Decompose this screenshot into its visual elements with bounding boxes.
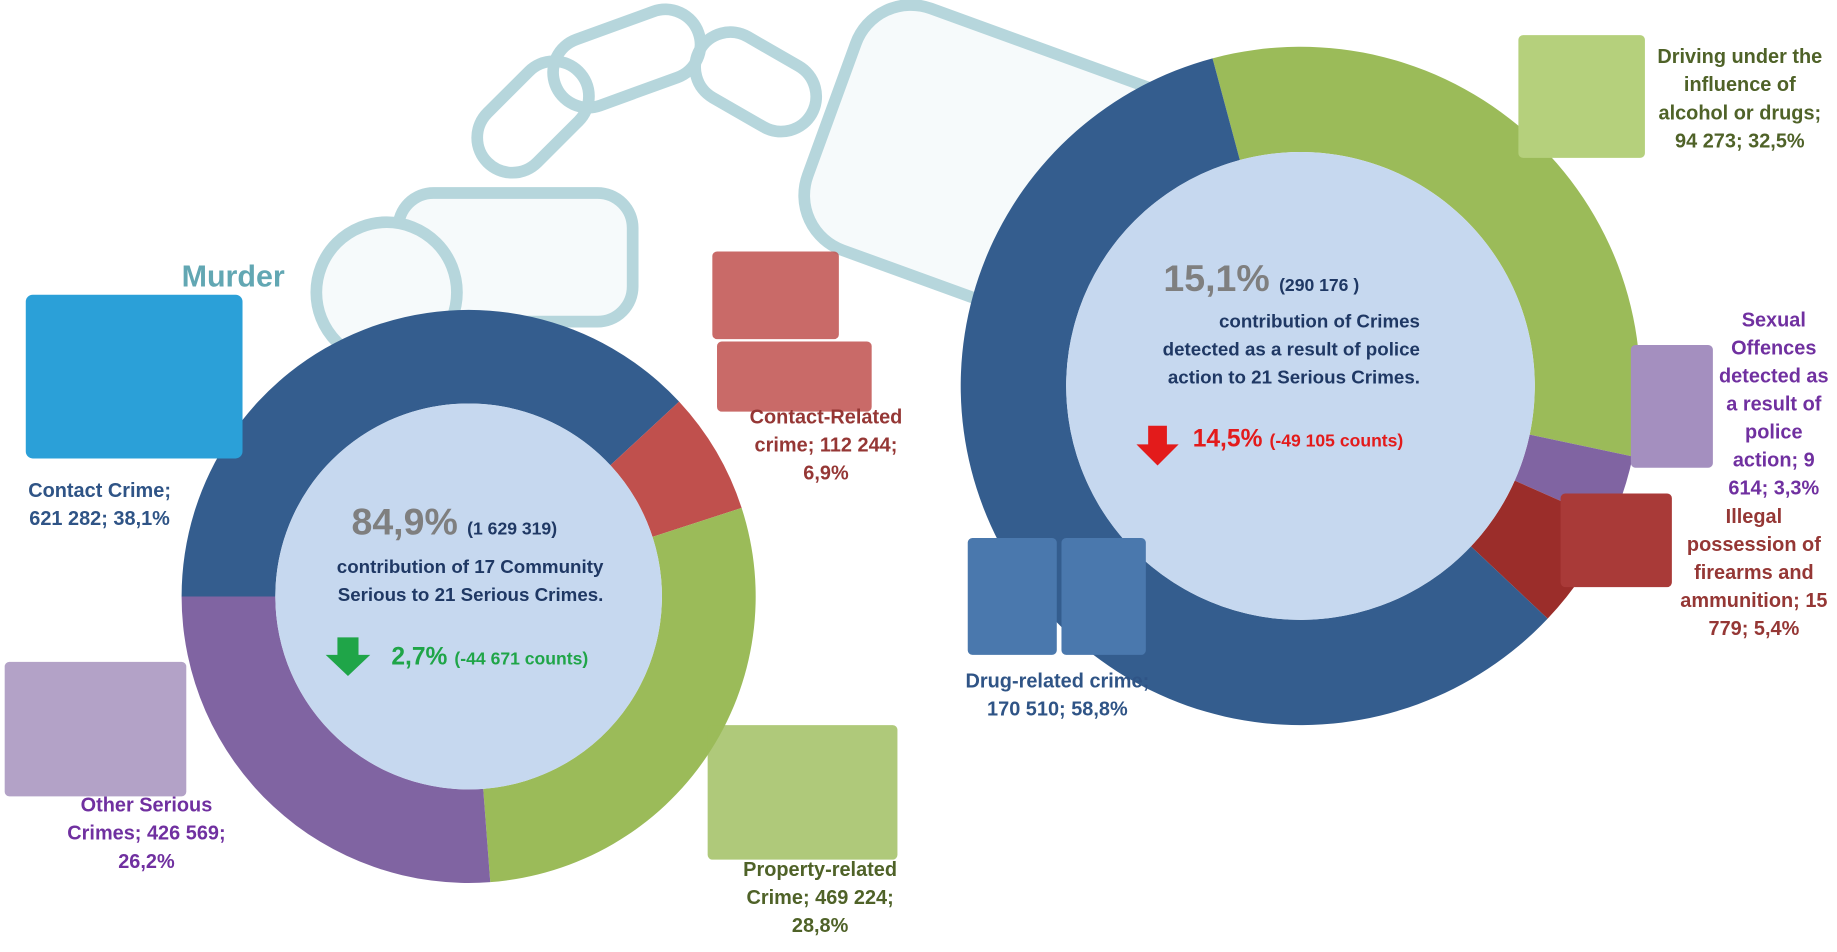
icon [1061,538,1145,655]
slice-label: Contact-Related crime; 112 244; 6,9% [738,403,914,487]
slice-label: Drug-related crime; 170 510; 58,8% [955,668,1160,724]
center-headline: 84,9% (1 629 319) [351,501,557,544]
change: 14,5% (-49 105 counts) [1193,426,1404,454]
icon [1631,345,1713,468]
change-value: 14,5% [1193,426,1263,453]
slice-label: Driving under the influence of alcohol o… [1652,43,1828,155]
icon [1518,35,1645,158]
center-count: (290 176 ) [1279,276,1359,296]
slice-label: Contact Crime; 621 282; 38,1% [12,477,188,533]
icon [708,725,898,859]
slice-label: Sexual Offences detected as a result of … [1713,306,1835,502]
change-count: (-44 671 counts) [454,649,588,669]
icon [712,251,839,339]
change-count: (-49 105 counts) [1269,432,1403,452]
canvas: Murder [0,0,1837,952]
icon [1561,494,1672,588]
center-value: 84,9% [351,501,457,543]
center-text: contribution of 17 Community Serious to … [299,554,604,610]
center-text: contribution of Crimes detected as a res… [1148,309,1420,393]
icon [5,662,187,796]
center-count: (1 629 319) [467,519,557,539]
infographic: Murder Contact Crime; 621 282; 38,1% Cont… [0,0,1837,952]
change-value: 2,7% [391,643,447,670]
center-value: 15,1% [1163,257,1269,299]
icon [717,341,872,411]
icon [968,538,1057,655]
change: 2,7% (-44 671 counts) [391,643,588,671]
center-headline: 15,1% (290 176 ) [1163,257,1359,300]
slice-label: Property-related Crime; 469 224; 28,8% [721,856,920,940]
icon [26,295,243,459]
slice-label: Illegal possession of firearms and ammun… [1678,503,1830,643]
background-label: Murder [182,260,285,294]
slice-label: Other Serious Crimes; 426 569; 26,2% [41,792,252,876]
